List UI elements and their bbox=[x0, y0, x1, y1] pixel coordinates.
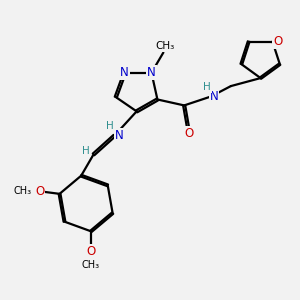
Text: CH₃: CH₃ bbox=[14, 187, 32, 196]
Text: CH₃: CH₃ bbox=[155, 41, 175, 51]
Text: CH₃: CH₃ bbox=[82, 260, 100, 270]
Text: N: N bbox=[120, 66, 129, 79]
Text: N: N bbox=[209, 90, 218, 103]
Text: O: O bbox=[184, 127, 194, 140]
Text: H: H bbox=[203, 82, 211, 92]
Text: N: N bbox=[147, 66, 156, 79]
Text: O: O bbox=[273, 35, 282, 48]
Text: H: H bbox=[82, 146, 90, 156]
Text: N: N bbox=[115, 129, 124, 142]
Text: O: O bbox=[35, 185, 44, 198]
Text: O: O bbox=[86, 245, 96, 258]
Text: H: H bbox=[106, 121, 114, 131]
